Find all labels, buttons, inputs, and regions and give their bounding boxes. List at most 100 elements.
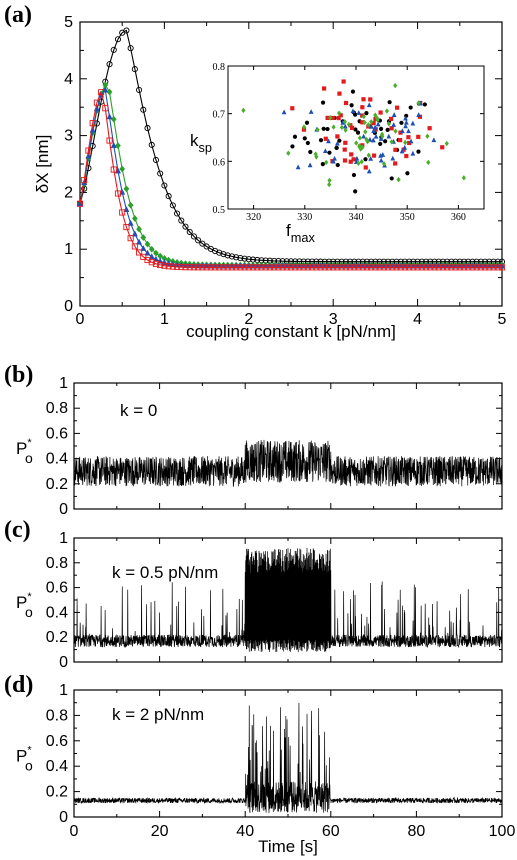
inset-point-circle [335,162,340,168]
panel-label-a: (a) [4,2,32,28]
data-point-square [300,264,307,271]
y-tick-label-c: 1 [59,530,68,547]
data-point-square [363,264,371,271]
data-point-square [439,264,446,271]
inset-point-square [416,134,421,139]
inset-point-diamond [339,124,344,131]
data-point-square [431,264,438,271]
inset-point-diamond [324,159,329,166]
data-point-square [448,264,455,271]
data-point-circle [161,182,168,189]
data-point-square [427,264,434,271]
inset-point-triangle [322,148,328,154]
y-tick-label-b: 0.2 [46,476,68,493]
data-point-square [178,263,185,271]
inset-point-diamond [314,154,319,160]
inset-x-tick-label: 320 [246,212,261,223]
x-tick-label-a: 0 [76,311,85,328]
data-point-square [486,264,493,271]
inset-point-square [351,157,356,162]
x-tick-label-d: 60 [322,823,340,840]
inset-point-square [342,158,348,163]
data-point-circle [110,46,117,53]
inset-point-square [335,134,340,139]
inset-point-diamond [369,119,374,125]
data-point-square [452,264,459,271]
inset-point-triangle [408,138,414,144]
y-axis-title-main: P [16,747,27,766]
inset-point-triangle [342,123,348,129]
inset-point-circle [327,150,332,155]
inset-point-diamond [346,121,352,128]
y-tick-label-c: 0.8 [46,555,68,572]
data-point-circle [228,253,235,260]
data-point-square [241,264,248,271]
data-point-circle [233,254,240,261]
x-tick-label-a: 2 [244,311,253,328]
data-point-circle [157,170,164,177]
data-point-diamond [123,185,130,193]
data-point-square [110,166,117,173]
inset-point-circle [320,161,325,167]
inset-point-triangle [350,108,356,114]
data-point-square [245,264,252,271]
inset-point-diamond [374,115,380,121]
inset-point-circle [387,100,392,105]
y-tick-label-c: 0.4 [46,604,68,621]
inset-point-diamond [461,175,466,181]
data-point-diamond [127,201,134,209]
data-point-square [266,264,273,271]
data-point-square [216,264,223,271]
data-point-square [292,264,299,271]
data-point-diamond [131,215,138,222]
data-point-circle [131,66,138,73]
inset-point-diamond [384,108,390,114]
data-point-triangle [89,126,96,133]
trace-line-c [73,547,503,653]
inset-x-axis-title-sub: max [291,230,316,245]
data-point-circle [220,251,227,258]
inset-point-triangle [431,137,437,143]
inset-point-square [363,165,368,170]
inset-point-circle [378,126,384,131]
inset-point-circle [351,172,357,178]
inset-point-square [393,147,398,152]
y-tick-label-a: 0 [64,298,73,315]
data-point-square [228,264,235,271]
inset-point-diamond [403,139,408,146]
data-point-square [287,264,295,271]
data-point-square [195,264,202,271]
inset-point-square [330,115,335,121]
y-axis-title-a: δX [nm] [33,135,52,194]
data-point-square [368,264,375,271]
data-point-square [313,264,320,271]
inset-point-diamond [359,159,364,165]
inset-point-diamond [357,135,362,141]
data-point-circle [127,45,134,52]
data-point-square [422,264,430,271]
inset-point-square [325,115,330,120]
inset-y-axis-title-main: k [190,131,199,150]
inset-point-circle [292,134,298,139]
inset-point-square [349,152,354,157]
x-tick-label-d: 40 [236,823,254,840]
data-point-square [85,147,92,154]
inset-point-square [378,110,383,115]
inset-point-diamond [342,119,348,125]
data-point-square [148,259,155,266]
data-point-triangle [106,113,113,120]
y-tick-label-d: 0.2 [46,784,68,801]
inset-point-square [341,79,346,84]
data-point-diamond [110,115,117,123]
data-point-triangle [131,230,138,237]
data-point-square [207,264,214,271]
inset-point-square [371,153,377,158]
data-point-square [203,264,210,271]
data-point-circle [152,156,160,164]
data-point-square [397,264,404,271]
inset-point-diamond [416,100,421,106]
inset-point-circle [416,149,421,154]
x-tick-label-d: 80 [408,823,426,840]
inset-point-diamond [366,152,371,159]
inset-x-axis-title-main: f [286,221,291,240]
